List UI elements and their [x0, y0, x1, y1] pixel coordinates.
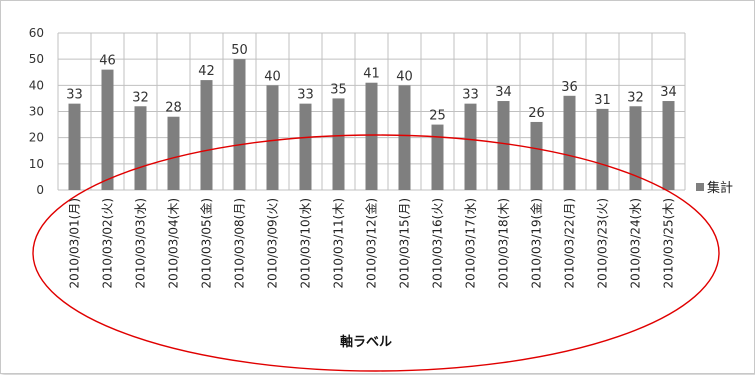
data-label: 34 — [495, 85, 512, 100]
x-tick-label: 2010/03/04(木) — [167, 198, 181, 289]
data-label: 40 — [396, 69, 413, 84]
x-tick-label: 2010/03/22(月) — [563, 198, 577, 289]
legend-label: 集計 — [707, 180, 733, 196]
data-label: 50 — [231, 43, 248, 58]
y-tick-label: 20 — [29, 131, 44, 145]
x-tick-label: 2010/03/03(水) — [134, 198, 148, 289]
data-label: 41 — [363, 67, 380, 82]
data-label: 31 — [594, 93, 611, 108]
x-tick-label: 2010/03/11(木) — [332, 198, 346, 289]
bar — [101, 69, 114, 190]
x-tick-label: 2010/03/16(火) — [431, 198, 445, 289]
y-tick-label: 10 — [29, 157, 44, 171]
bar — [365, 82, 378, 190]
bar — [332, 98, 345, 190]
bars — [68, 59, 675, 190]
data-label: 32 — [627, 90, 644, 105]
bar — [233, 59, 246, 190]
data-label: 42 — [198, 64, 215, 79]
bar — [464, 103, 477, 190]
y-axis-ticks: 0 10 20 30 40 50 60 — [29, 26, 44, 197]
y-tick-label: 50 — [29, 52, 44, 66]
x-tick-label: 2010/03/15(月) — [398, 198, 412, 289]
bar — [299, 103, 312, 190]
legend: 集計 — [696, 180, 733, 196]
legend-swatch — [696, 183, 704, 191]
y-tick-label: 60 — [29, 26, 44, 40]
x-axis-category-labels: 2010/03/01(月) 2010/03/02(火) 2010/03/03(水) 2… — [68, 198, 676, 289]
data-label: 33 — [297, 88, 314, 103]
bar — [563, 95, 576, 190]
x-tick-label: 2010/03/09(火) — [266, 198, 280, 289]
data-label: 46 — [99, 54, 116, 69]
data-label: 25 — [429, 109, 446, 124]
bar — [431, 124, 444, 190]
bar — [596, 108, 609, 190]
bar — [497, 101, 510, 190]
bar — [167, 116, 180, 190]
data-label: 26 — [528, 106, 545, 121]
x-tick-label: 2010/03/01(月) — [68, 198, 82, 289]
bar — [629, 106, 642, 190]
data-labels: 33 46 32 28 42 50 40 33 35 41 40 25 33 34 26 36 31 32 34 — [66, 43, 677, 123]
bar — [266, 85, 279, 190]
y-tick-label: 30 — [29, 105, 44, 119]
x-tick-label: 2010/03/23(火) — [596, 198, 610, 289]
bar — [134, 106, 147, 190]
data-label: 34 — [660, 85, 677, 100]
data-label: 28 — [165, 101, 182, 116]
x-tick-label: 2010/03/19(金) — [529, 198, 544, 289]
x-tick-label: 2010/03/02(火) — [101, 198, 115, 289]
x-tick-label: 2010/03/18(木) — [497, 198, 511, 289]
x-tick-label: 2010/03/24(水) — [629, 198, 643, 289]
bar — [662, 101, 675, 190]
x-tick-label: 2010/03/17(水) — [464, 198, 478, 289]
x-axis-title: 軸ラベル — [340, 334, 392, 350]
highlight-ellipse — [32, 134, 720, 372]
x-tick-label: 2010/03/12(金) — [364, 198, 379, 289]
bar — [398, 85, 411, 190]
data-label: 35 — [330, 82, 347, 97]
data-label: 33 — [66, 88, 83, 103]
y-tick-label: 40 — [29, 78, 44, 92]
bar — [200, 80, 213, 190]
data-label: 32 — [132, 90, 149, 105]
y-tick-label: 0 — [36, 183, 44, 197]
x-tick-label: 2010/03/08(月) — [233, 198, 247, 289]
data-label: 40 — [264, 69, 281, 84]
data-label: 33 — [462, 88, 479, 103]
bar — [68, 103, 81, 190]
x-tick-label: 2010/03/10(水) — [299, 198, 313, 289]
bar — [530, 121, 543, 190]
x-tick-label: 2010/03/25(木) — [662, 198, 676, 289]
data-label: 36 — [561, 80, 578, 95]
x-tick-label: 2010/03/05(金) — [199, 198, 214, 289]
